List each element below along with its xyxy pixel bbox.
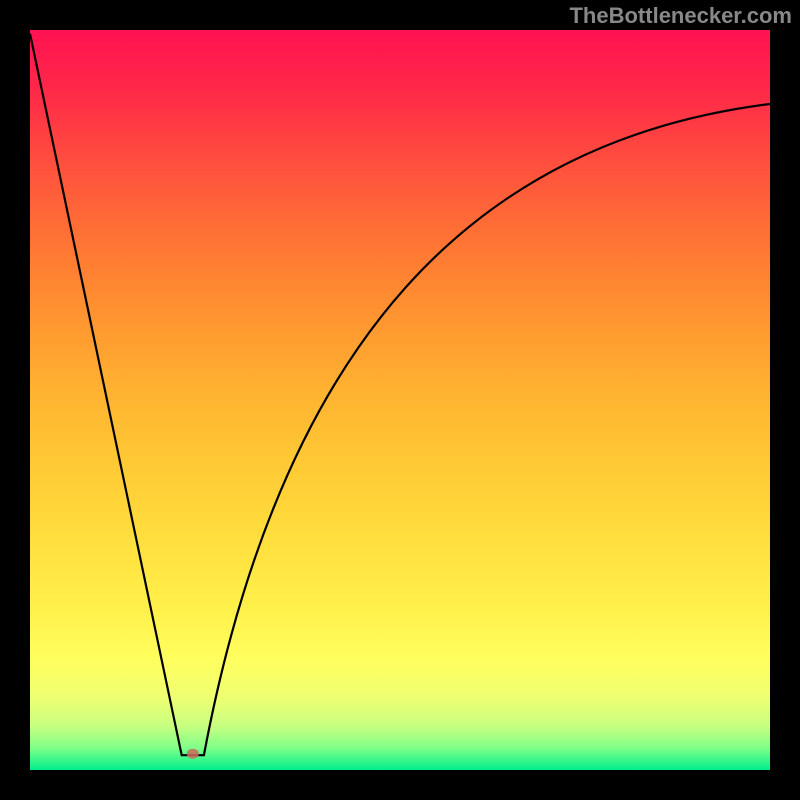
gradient-background xyxy=(30,30,770,770)
plot-area xyxy=(30,30,770,770)
watermark-text: TheBottlenecker.com xyxy=(569,3,792,29)
chart-svg xyxy=(30,30,770,770)
chart-frame: TheBottlenecker.com xyxy=(0,0,800,800)
minimum-marker xyxy=(187,749,199,759)
